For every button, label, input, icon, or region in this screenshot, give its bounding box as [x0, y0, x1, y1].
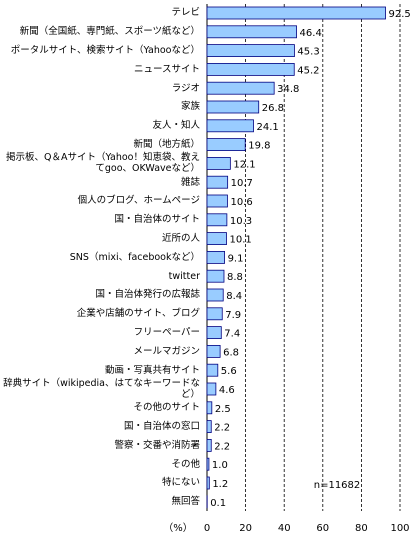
value-label: 92.5	[389, 9, 411, 20]
bar	[206, 326, 222, 340]
category-label: 個人のブログ、ホームページ	[77, 195, 200, 207]
value-label: 4.6	[219, 385, 235, 396]
bar	[206, 44, 295, 57]
category-label: 新聞（地方紙）	[133, 139, 200, 151]
category-label: 無回答	[171, 496, 200, 508]
value-label: 2.2	[214, 441, 230, 452]
bar	[206, 63, 295, 76]
category-label: 新聞（全国紙、専門紙、スポーツ紙など）	[19, 26, 200, 38]
annotation: n=11682	[314, 480, 361, 491]
bar	[206, 307, 223, 321]
bar	[206, 194, 228, 208]
category-label: 国・自治体発行の広報誌	[95, 289, 200, 301]
category-label: 動画・写真共有サイト	[104, 364, 200, 376]
category-label: 近所の人	[161, 233, 200, 245]
value-label: 1.0	[212, 460, 228, 471]
bar	[206, 476, 210, 490]
x-tick-label: 0	[204, 523, 210, 534]
x-tick-label: 20	[239, 523, 252, 534]
bar	[206, 288, 224, 302]
value-label: 10.6	[230, 197, 252, 208]
bar	[206, 363, 219, 377]
bar	[206, 250, 225, 264]
bar	[206, 420, 212, 434]
x-axis-label: （%）	[163, 522, 193, 534]
value-label: 7.4	[224, 329, 240, 340]
bar	[206, 6, 386, 20]
category-label: その他のサイト	[133, 402, 200, 414]
x-tick-label: 40	[278, 523, 291, 534]
category-label: SNS（mixi、facebookなど）	[69, 251, 200, 263]
value-label: 45.2	[297, 65, 319, 76]
value-label: 12.1	[233, 159, 255, 170]
value-label: 2.5	[215, 404, 231, 415]
bar	[206, 382, 217, 396]
category-label: 掲示板、Q＆Aサイト（Yahoo！知恵袋、教えてgoo、OKWaveなど）	[6, 152, 200, 175]
value-label: 8.8	[227, 272, 243, 283]
bar	[206, 438, 212, 452]
value-label: 6.8	[223, 347, 239, 358]
value-label: 8.4	[226, 291, 242, 302]
x-tick-label: 100	[390, 523, 409, 534]
category-label: ラジオ	[171, 82, 200, 94]
value-label: 34.8	[277, 84, 299, 95]
bar	[206, 119, 254, 133]
bar	[206, 269, 225, 283]
value-label: 5.6	[221, 366, 237, 377]
bar	[206, 81, 275, 95]
category-label: その他	[171, 458, 200, 470]
category-label: twitter	[168, 270, 200, 282]
bar	[206, 138, 246, 152]
bar	[206, 156, 231, 170]
value-label: 10.7	[231, 178, 253, 189]
bar	[206, 232, 227, 246]
value-label: 45.3	[297, 47, 319, 58]
value-label: 10.1	[229, 235, 251, 246]
category-label: 企業や店舗のサイト、ブログ	[76, 308, 200, 320]
value-label: 24.1	[257, 122, 279, 133]
category-label: 国・自治体のサイト	[114, 214, 200, 226]
value-label: 7.9	[225, 310, 241, 321]
bar	[206, 401, 213, 415]
bar	[206, 344, 221, 358]
value-label: 0.1	[210, 498, 226, 509]
category-label: ニュースサイト	[133, 63, 200, 75]
category-label: テレビ	[171, 7, 200, 19]
category-label: ポータルサイト、検索サイト（Yahooなど）	[10, 45, 200, 57]
value-label: 2.2	[214, 423, 230, 434]
value-label: 46.4	[300, 28, 322, 39]
x-tick-label: 80	[355, 523, 368, 534]
bar	[206, 457, 210, 471]
bar	[206, 175, 229, 189]
category-label: 雑誌	[180, 176, 200, 188]
category-label: 国・自治体の窓口	[123, 421, 200, 433]
bar	[206, 100, 260, 114]
category-label: フリーペーパー	[133, 327, 200, 339]
bar	[206, 213, 228, 227]
bar	[206, 25, 297, 39]
value-label: 9.1	[228, 253, 244, 264]
value-label: 10.3	[230, 216, 252, 227]
x-tick-label: 60	[316, 523, 329, 534]
category-label: 家族	[180, 101, 200, 113]
category-label: 友人・知人	[152, 120, 200, 132]
category-label: 辞典サイト（wikipedia、はてなキーワードなど）	[3, 378, 200, 400]
category-label: 警察・交番や消防署	[114, 439, 200, 451]
value-label: 26.8	[262, 103, 284, 114]
category-label: メールマガジン	[133, 345, 200, 357]
value-label: 1.2	[212, 479, 228, 490]
category-label: 特にない	[161, 477, 200, 489]
value-label: 19.8	[248, 141, 270, 152]
